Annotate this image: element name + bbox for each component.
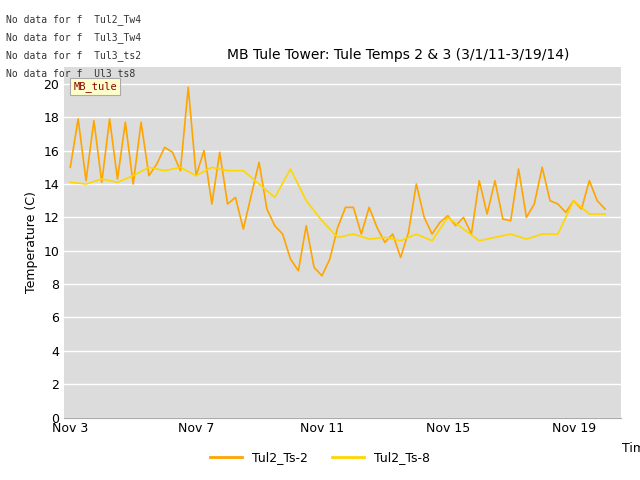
Tul2_Ts-8 [145,165,153,170]
Tul2_Ts-2 [153,161,161,167]
Tul2_Ts-8 [586,211,593,217]
Tul2_Ts-8 [208,165,216,170]
Tul2_Ts-8 [129,173,137,179]
Text: MB_tule: MB_tule [74,81,117,92]
Tul2_Ts-2 [169,149,177,155]
Tul2_Ts-2 [318,273,326,279]
Tul2_Ts-8 [161,168,168,174]
Tul2_Ts-8 [523,236,531,242]
Tul2_Ts-2 [389,231,397,237]
Tul2_Ts-8 [192,173,200,179]
Text: No data for f  Ul3_ts8: No data for f Ul3_ts8 [6,68,136,79]
Tul2_Ts-8 [444,215,452,220]
Tul2_Ts-8 [476,238,483,244]
Tul2_Ts-8 [365,236,373,242]
Tul2_Ts-8 [177,165,184,170]
Title: MB Tule Tower: Tule Temps 2 & 3 (3/1/11-3/19/14): MB Tule Tower: Tule Temps 2 & 3 (3/1/11-… [227,48,569,62]
Tul2_Ts-2 [184,84,192,90]
Tul2_Ts-8 [570,198,577,204]
Text: No data for f  Tul2_Tw4: No data for f Tul2_Tw4 [6,13,141,24]
Tul2_Ts-8 [601,211,609,217]
Tul2_Ts-2 [491,178,499,183]
Tul2_Ts-8 [538,231,546,237]
Tul2_Ts-2 [593,198,601,204]
Tul2_Ts-8 [98,176,106,182]
Tul2_Ts-8 [114,180,122,185]
Tul2_Ts-8 [491,235,499,240]
Tul2_Ts-8 [554,231,562,237]
Tul2_Ts-8 [428,238,436,244]
Tul2_Ts-8 [334,235,342,240]
Tul2_Ts-2 [601,206,609,212]
Line: Tul2_Ts-8: Tul2_Ts-8 [70,168,605,241]
Legend: Tul2_Ts-2, Tul2_Ts-8: Tul2_Ts-2, Tul2_Ts-8 [205,446,435,469]
Tul2_Ts-8 [239,168,247,174]
Tul2_Ts-8 [318,218,326,224]
Tul2_Ts-8 [381,235,388,240]
Tul2_Ts-8 [255,181,263,187]
Tul2_Ts-8 [82,181,90,187]
Tul2_Ts-8 [302,198,310,204]
Tul2_Ts-8 [413,231,420,237]
Tul2_Ts-8 [349,231,357,237]
Tul2_Ts-2 [106,116,113,122]
Tul2_Ts-2 [67,165,74,170]
Tul2_Ts-8 [287,166,294,172]
Y-axis label: Temperature (C): Temperature (C) [25,192,38,293]
X-axis label: Time: Time [622,442,640,455]
Tul2_Ts-8 [507,231,515,237]
Tul2_Ts-8 [397,238,404,244]
Tul2_Ts-8 [460,226,467,232]
Text: No data for f  Tul3_Tw4: No data for f Tul3_Tw4 [6,32,141,43]
Tul2_Ts-8 [224,168,232,174]
Tul2_Ts-8 [67,180,74,185]
Tul2_Ts-8 [271,194,278,200]
Text: No data for f  Tul3_ts2: No data for f Tul3_ts2 [6,50,141,61]
Line: Tul2_Ts-2: Tul2_Ts-2 [70,87,605,276]
